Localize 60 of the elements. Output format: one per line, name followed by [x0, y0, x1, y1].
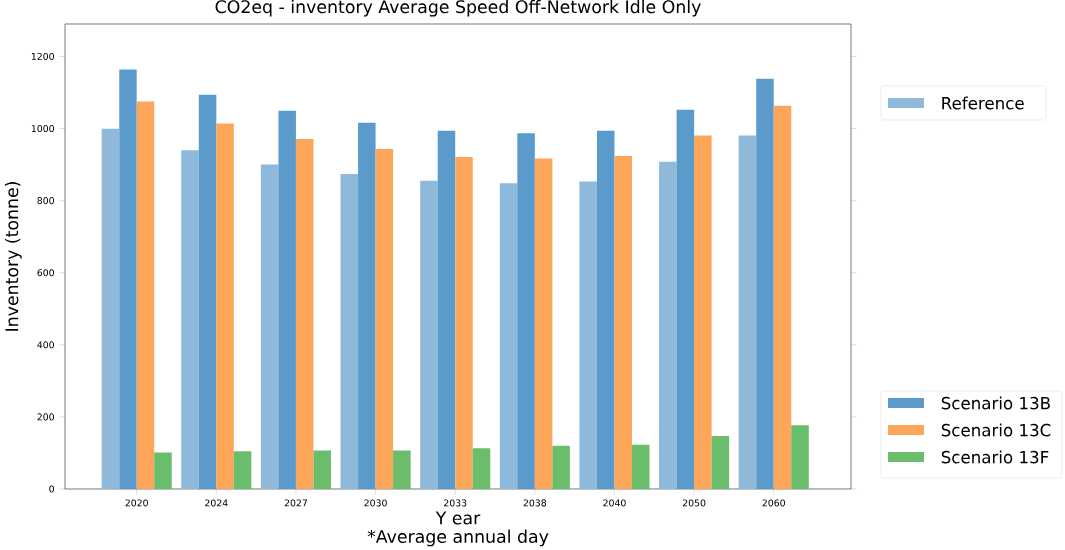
- bar: [198, 94, 217, 489]
- bar: [154, 452, 172, 489]
- x-tick-label: 2033: [444, 499, 467, 507]
- bar: [420, 180, 438, 489]
- legend-label: Scenario 13F: [941, 450, 1049, 464]
- y-tick-label: 800: [37, 197, 54, 205]
- bar: [295, 138, 314, 489]
- bar: [216, 123, 234, 489]
- bar: [756, 78, 774, 489]
- x-tick-label: 2040: [603, 499, 626, 507]
- bar: [596, 130, 615, 489]
- x-tick-label: 2030: [364, 499, 387, 507]
- x-tick-label: 2024: [205, 499, 228, 507]
- y-tick-label: 200: [37, 413, 54, 421]
- bar: [260, 164, 279, 489]
- x-tick-label: 2038: [523, 499, 547, 507]
- legend-label: Reference: [942, 96, 1024, 110]
- bar: [614, 155, 632, 489]
- bar: [119, 69, 137, 489]
- bar: [101, 128, 120, 489]
- bar: [375, 149, 394, 489]
- y-tick-label: 400: [37, 341, 54, 349]
- y-tick-label: 600: [37, 269, 54, 277]
- x-tick-label: 2027: [284, 499, 308, 507]
- y-tick-label: 1000: [31, 125, 54, 133]
- text: *Average annual day: [367, 529, 549, 547]
- bar: [313, 450, 331, 489]
- bar: [773, 105, 792, 489]
- bar: [579, 181, 597, 489]
- bar: [738, 135, 757, 489]
- bar: [278, 110, 296, 489]
- bar: [694, 135, 712, 489]
- chart-title: CO2eq - inventory Average Speed Off-Network Idle Only: [215, 0, 701, 17]
- bar: [534, 158, 553, 489]
- bar: [791, 425, 809, 489]
- x-tick-label: 2060: [762, 499, 785, 507]
- y-tick-label: 1200: [31, 52, 54, 60]
- legend-label: Scenario 13B: [941, 396, 1050, 410]
- bar: [181, 150, 199, 489]
- x-tick-label: 2020: [125, 499, 148, 507]
- bar: [393, 450, 411, 489]
- y-tick-label: 0: [49, 485, 54, 493]
- y-axis-title: Inventory (tonne): [4, 182, 22, 331]
- bar: [437, 130, 456, 489]
- bar: [711, 436, 730, 489]
- bar: [632, 444, 650, 489]
- bar: [659, 161, 677, 489]
- bar: [455, 157, 473, 489]
- bar: [136, 101, 155, 489]
- bar: [552, 445, 570, 489]
- bar: [340, 173, 359, 489]
- bar: [499, 183, 518, 489]
- bar: [472, 448, 491, 489]
- bar: [517, 133, 535, 489]
- bar: [358, 122, 376, 489]
- bar: [233, 451, 252, 489]
- bar: [676, 109, 695, 489]
- x-axis-title: Y ear: [435, 511, 481, 525]
- legend-label: Scenario 13C: [941, 423, 1051, 437]
- x-tick-label: 2050: [682, 499, 706, 507]
